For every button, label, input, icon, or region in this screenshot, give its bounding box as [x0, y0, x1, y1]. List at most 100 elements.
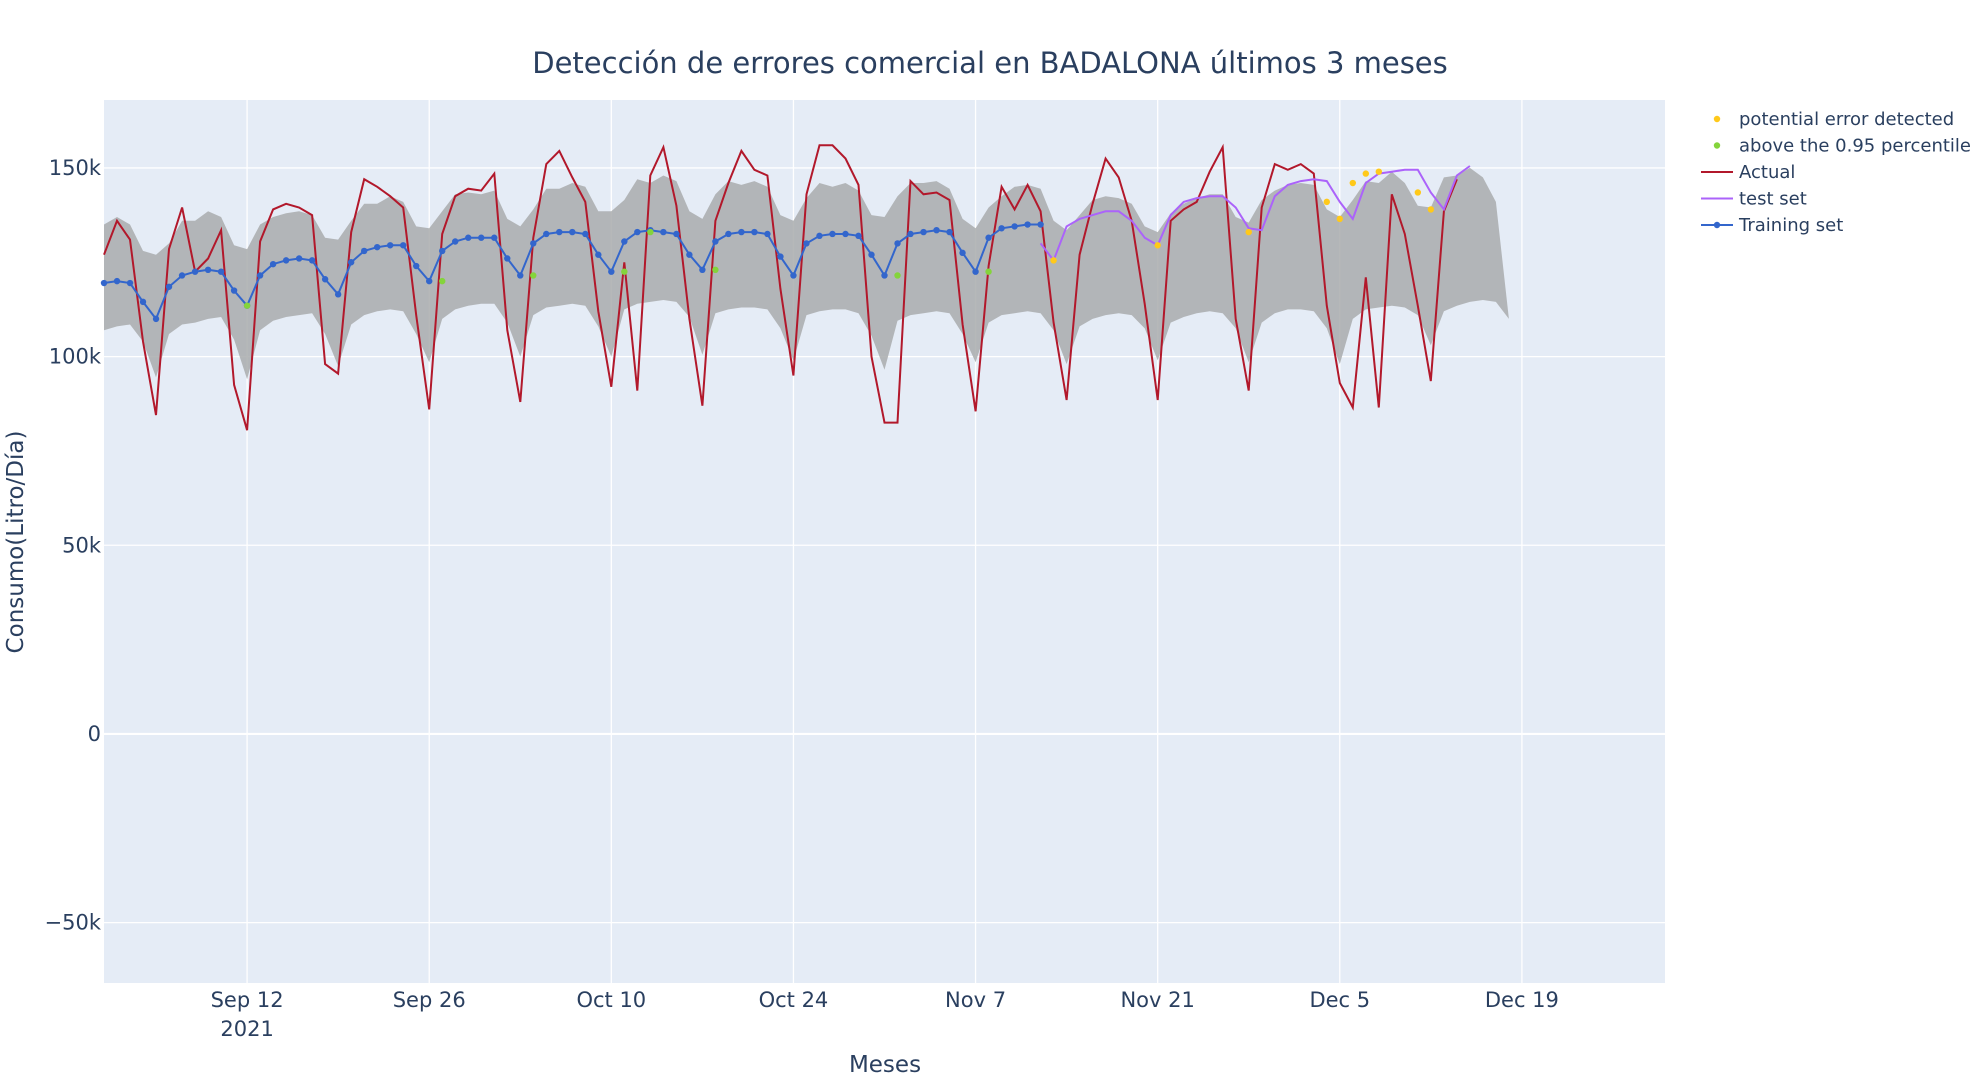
training-set-point — [399, 242, 407, 249]
potential-error-point — [1323, 198, 1330, 206]
legend-label: above the 0.95 percentile — [1739, 136, 1971, 157]
training-set-point — [347, 259, 355, 266]
training-set-point — [725, 230, 732, 238]
training-set-point — [295, 255, 303, 262]
training-set-point — [946, 228, 953, 236]
above-percentile-point — [985, 268, 992, 275]
training-set-point — [842, 230, 849, 238]
training-set-point — [621, 238, 628, 245]
potential-error-point — [1050, 257, 1057, 264]
training-set-point — [790, 272, 797, 279]
training-set-point — [152, 315, 160, 323]
training-set-point — [712, 238, 719, 245]
series-test-set-line — [1039, 165, 1471, 263]
legend: potential error detected above the 0.95 p… — [1701, 109, 1971, 236]
training-set-point — [491, 234, 498, 241]
y-tick-label: 100k — [49, 345, 102, 369]
training-set-point — [204, 266, 212, 274]
legend-label: test set — [1739, 189, 1807, 210]
training-set-point — [478, 234, 485, 241]
training-set-point — [1024, 221, 1031, 228]
training-set-point — [517, 272, 524, 279]
training-set-point — [504, 255, 511, 262]
above-percentile-markers — [243, 228, 992, 309]
legend-label: Training set — [1738, 215, 1843, 236]
training-set-point — [829, 230, 836, 238]
legend-label: potential error detected — [1739, 109, 1954, 130]
series-actual-line — [103, 143, 1458, 431]
above-percentile-point — [621, 268, 628, 275]
training-set-point — [751, 228, 758, 236]
training-set-point — [920, 228, 927, 236]
y-axis-title: Consumo(Litro/Día) — [3, 431, 29, 654]
potential-error-point — [1154, 242, 1161, 249]
training-set-point — [165, 283, 173, 290]
training-set-point — [569, 228, 576, 236]
training-set-point — [660, 228, 667, 236]
training-set-point — [139, 298, 147, 306]
chart-title: Detección de errores comercial en BADALO… — [532, 46, 1448, 80]
training-set-point — [907, 230, 914, 238]
training-set-point — [894, 240, 901, 247]
training-set-point — [230, 287, 238, 294]
y-tick-label: 150k — [49, 156, 102, 180]
training-set-point — [217, 268, 225, 275]
legend-marker — [1713, 221, 1721, 229]
training-set-point — [543, 230, 550, 238]
potential-error-point — [1336, 215, 1343, 223]
training-set-point — [452, 238, 459, 245]
training-set-point — [608, 268, 615, 275]
training-set-point — [1011, 223, 1018, 230]
training-set-point — [985, 234, 992, 241]
training-set-point — [321, 276, 329, 283]
y-tick-label: −50k — [45, 911, 102, 935]
legend-item: test set — [1701, 189, 1807, 210]
potential-error-point — [1245, 228, 1252, 236]
training-set-point — [933, 226, 940, 234]
above-percentile-point — [647, 228, 654, 236]
training-set-point — [256, 272, 264, 279]
potential-error-point — [1375, 168, 1383, 175]
training-set-point — [959, 249, 966, 257]
training-set-point — [673, 230, 680, 238]
x-tick-label: Oct 10 — [576, 988, 646, 1012]
training-set-point — [465, 234, 472, 241]
x-tick-label: Dec 19 — [1485, 988, 1559, 1012]
training-set-point — [998, 225, 1005, 232]
legend-marker — [1713, 142, 1721, 149]
training-set-point — [855, 232, 862, 240]
training-set-point — [1037, 221, 1044, 228]
training-set-point — [582, 230, 589, 238]
training-set-point — [126, 279, 134, 287]
training-set-point — [373, 243, 381, 251]
y-tick-label: 50k — [62, 533, 102, 557]
x-tick-label: Dec 5 — [1309, 988, 1370, 1012]
x-axis-title: Meses — [849, 1052, 921, 1078]
training-set-point — [386, 242, 394, 249]
x-tick-sublabel: 2021 — [220, 1017, 273, 1041]
y-axis-ticks: 150k 100k 50k 0 −50k — [45, 156, 102, 935]
training-set-point — [556, 228, 563, 236]
training-set-point — [972, 268, 979, 275]
above-percentile-point — [243, 302, 251, 309]
potential-error-point — [1427, 206, 1435, 213]
training-set-point — [738, 228, 745, 236]
training-set-point — [881, 272, 888, 279]
potential-error-point — [1362, 170, 1370, 177]
above-percentile-point — [894, 272, 901, 279]
training-set-point — [803, 240, 810, 247]
training-set-point — [308, 257, 316, 264]
legend-item: potential error detected — [1713, 109, 1954, 130]
training-set-point — [686, 251, 693, 258]
training-set-point — [191, 268, 199, 275]
legend-item: Actual — [1701, 162, 1795, 183]
x-axis-ticks: Sep 12 2021 Sep 26 Oct 10 Oct 24 Nov 7 Nov 21 D… — [211, 988, 1559, 1041]
x-tick-label: Nov 7 — [945, 988, 1006, 1012]
training-set-point — [413, 262, 420, 270]
training-set-point — [699, 266, 706, 274]
above-percentile-point — [530, 272, 537, 279]
confidence-band — [104, 167, 1509, 380]
training-set-point — [100, 279, 108, 287]
legend-label: Actual — [1739, 162, 1795, 183]
